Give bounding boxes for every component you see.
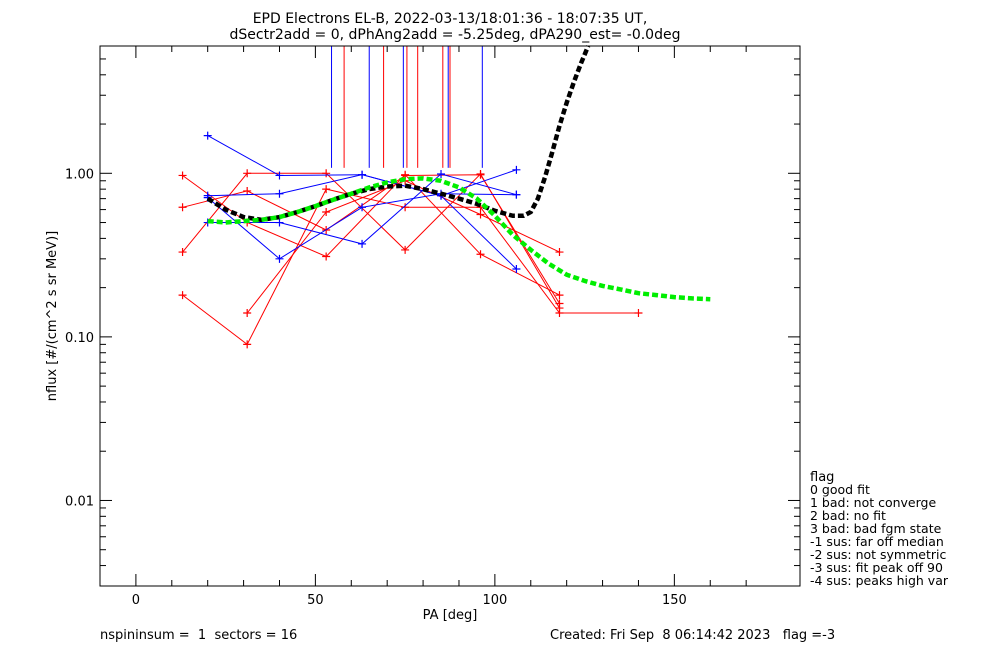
series-5 (203, 131, 521, 273)
series-point (243, 308, 252, 317)
series-point (512, 190, 521, 199)
footer-right: Created: Fri Sep 8 06:14:42 2023 flag =-… (550, 628, 835, 643)
series-point (476, 250, 485, 259)
x-tick-label: 100 (482, 593, 507, 608)
y-tick-label: 1.00 (65, 167, 94, 182)
series-point (437, 170, 446, 179)
legend-item: -3 sus: fit peak off 90 (810, 560, 943, 575)
series-point (476, 170, 485, 179)
series-point (358, 203, 367, 212)
legend-item: -2 sus: not symmetric (810, 547, 946, 562)
legend-item: 3 bad: bad fgm state (810, 521, 942, 536)
series-point (275, 218, 284, 227)
series-1 (178, 170, 564, 308)
legend-item: 1 bad: not converge (810, 495, 936, 510)
series-point (203, 131, 212, 140)
y-axis-label: nflux [#/(cm^2 s sr MeV)] (45, 231, 60, 401)
series-point (358, 239, 367, 248)
series-point (275, 189, 284, 198)
footer-left: nspininsum = 1 sectors = 16 (100, 628, 297, 643)
series-point (512, 165, 521, 174)
x-tick-label: 150 (662, 593, 687, 608)
chart-title: EPD Electrons EL-B, 2022-03-13/18:01:36 … (253, 11, 648, 27)
peak-marker-lines (331, 46, 483, 168)
series-point (275, 254, 284, 263)
legend-item: 2 bad: no fit (810, 508, 886, 523)
series-point (243, 186, 252, 195)
chart-subtitle: dSectr2add = 0, dPhAng2add = -5.25deg, d… (230, 27, 681, 43)
series-point (322, 185, 331, 194)
y-tick-label: 0.01 (65, 494, 94, 509)
legend-item: -4 sus: peaks high var (810, 573, 949, 588)
series-point (555, 308, 564, 317)
series-point (178, 291, 187, 300)
series-line-3 (182, 188, 639, 346)
series-point (476, 210, 485, 219)
series-point (555, 291, 564, 300)
x-axis-label: PA [deg] (423, 608, 478, 623)
data-series (178, 131, 643, 349)
x-tick-label: 50 (307, 593, 324, 608)
series-point (322, 169, 331, 178)
series-point (275, 171, 284, 180)
legend-title: flag (810, 470, 834, 485)
series-point (243, 340, 252, 349)
series-point (512, 264, 521, 273)
fit-curves (206, 45, 711, 302)
series-point (401, 203, 410, 212)
series-4 (243, 176, 564, 317)
series-point (634, 308, 643, 317)
series-3 (178, 185, 643, 349)
series-point (322, 252, 331, 261)
series-point (178, 248, 187, 257)
y-axis-ticks: 0.01 0.10 1.00 (65, 45, 800, 587)
series-point (322, 207, 331, 216)
x-axis-ticks: 0 50 100 150 (132, 46, 747, 608)
flag-legend: flag 0 good fit 1 bad: not converge 2 ba… (810, 470, 949, 588)
x-tick-label: 0 (132, 593, 140, 608)
series-point (178, 171, 187, 180)
plot-frame (99, 45, 801, 587)
legend-item: -1 sus: far off median (810, 534, 944, 549)
series-point (243, 169, 252, 178)
series-point (555, 248, 564, 257)
series-point (358, 170, 367, 179)
legend-item: 0 good fit (810, 482, 870, 497)
series-point (401, 245, 410, 254)
series-point (178, 203, 187, 212)
y-tick-label: 0.10 (65, 331, 94, 346)
fit-curve-green (207, 176, 711, 302)
series-line-2 (182, 172, 560, 309)
